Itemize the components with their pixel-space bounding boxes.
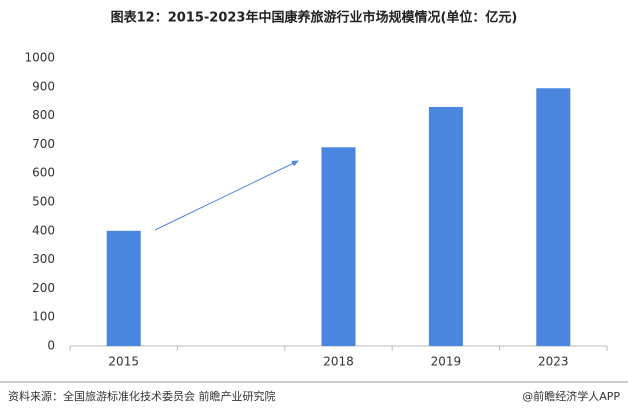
y-tick-label: 400 [32,223,55,237]
trend-arrow [154,160,299,231]
y-tick-label: 300 [32,252,55,266]
bar [536,88,571,347]
y-tick-label: 600 [32,166,55,180]
x-tick-label: 2019 [431,355,462,369]
y-tick-label: 500 [32,195,55,209]
y-tick-label: 100 [32,310,55,324]
bar [428,106,463,347]
x-tick-label: 2018 [323,355,354,369]
y-tick-label: 0 [47,339,55,353]
y-tick-label: 200 [32,281,55,295]
source: 资料来源：全国旅游标准化技术委员会 前瞻产业研究院 [8,389,276,403]
y-tick-label: 900 [32,79,55,93]
y-tick-label: 700 [32,137,55,151]
x-tick-label: 2023 [538,355,569,369]
chart-title: 图表12：2015-2023年中国康养旅游行业市场规模情况(单位：亿元) [111,10,518,26]
y-tick-label: 1000 [24,51,55,65]
x-tick-label: 2015 [108,355,139,369]
y-tick-label: 800 [32,108,55,122]
bar [321,147,356,346]
footer: @前瞻经济学人APP [522,389,620,403]
bar [106,230,141,346]
